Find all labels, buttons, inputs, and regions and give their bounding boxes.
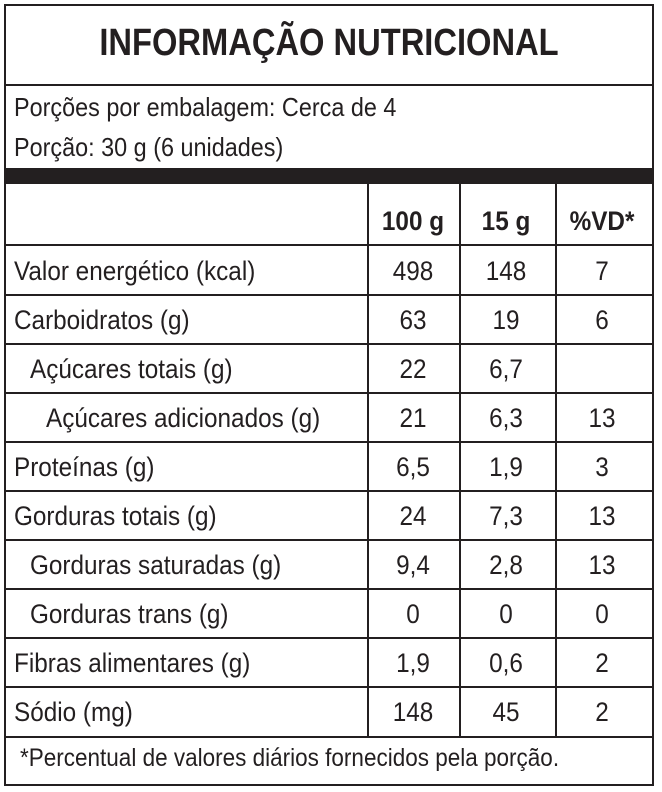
nutrient-name: Gorduras trans (g) [30, 599, 229, 629]
daily-value-percent: 2 [595, 648, 609, 678]
value-per-portion: 6,3 [489, 403, 523, 433]
daily-value-percent: 2 [595, 697, 609, 727]
column-divider [555, 184, 557, 738]
column-header-daily-value: %VD* [569, 206, 635, 236]
nutrition-facts-label: INFORMAÇÃO NUTRICIONAL Porções por embal… [4, 4, 654, 786]
value-per-100g: 22 [399, 354, 427, 384]
value-per-100g: 24 [399, 501, 427, 531]
daily-value-percent: 6 [595, 305, 609, 335]
nutrient-name: Gorduras saturadas (g) [30, 550, 282, 580]
daily-value-percent: 13 [588, 501, 616, 531]
daily-value-percent: 3 [595, 452, 609, 482]
column-header-100g: 100 g [381, 206, 445, 236]
value-per-100g: 63 [399, 305, 427, 335]
value-per-portion: 19 [492, 305, 520, 335]
value-per-portion: 1,9 [489, 452, 523, 482]
footer-divider [6, 736, 652, 738]
daily-value-percent: 0 [595, 599, 609, 629]
value-per-100g: 498 [392, 256, 434, 286]
column-divider [367, 184, 369, 738]
nutrient-name: Açúcares adicionados (g) [46, 403, 321, 433]
value-per-100g: 21 [399, 403, 427, 433]
column-header-portion: 15 g [481, 206, 531, 236]
row-divider [6, 294, 652, 296]
value-per-100g: 9,4 [396, 550, 430, 580]
daily-value-percent: 13 [588, 403, 616, 433]
title-divider [6, 84, 652, 86]
value-per-100g: 6,5 [396, 452, 430, 482]
value-per-portion: 2,8 [489, 550, 523, 580]
row-divider [6, 539, 652, 541]
value-per-portion: 0 [499, 599, 513, 629]
nutrient-name: Sódio (mg) [14, 697, 133, 727]
row-divider [6, 343, 652, 345]
value-per-portion: 45 [492, 697, 520, 727]
thick-divider [6, 168, 652, 184]
nutrient-name: Fibras alimentares (g) [14, 648, 251, 678]
value-per-100g: 148 [392, 697, 434, 727]
row-divider [6, 637, 652, 639]
value-per-portion: 7,3 [489, 501, 523, 531]
servings-per-package: Porções por embalagem: Cerca de 4 [14, 92, 397, 122]
label-title: INFORMAÇÃO NUTRICIONAL [99, 22, 559, 64]
nutrient-name: Açúcares totais (g) [30, 354, 233, 384]
value-per-portion: 6,7 [489, 354, 523, 384]
row-divider [6, 392, 652, 394]
nutrient-name: Carboidratos (g) [14, 305, 190, 335]
row-divider [6, 686, 652, 688]
nutrient-name: Valor energético (kcal) [14, 256, 256, 286]
row-divider [6, 490, 652, 492]
serving-size: Porção: 30 g (6 unidades) [14, 132, 284, 162]
daily-value-percent: 13 [588, 550, 616, 580]
value-per-100g: 0 [406, 599, 420, 629]
column-divider [459, 184, 461, 738]
daily-value-percent: 7 [595, 256, 609, 286]
value-per-portion: 148 [485, 256, 527, 286]
value-per-100g: 1,9 [396, 648, 430, 678]
footnote: *Percentual de valores diários fornecido… [20, 744, 560, 772]
row-divider [6, 441, 652, 443]
nutrient-name: Gorduras totais (g) [14, 501, 217, 531]
value-per-portion: 0,6 [489, 648, 523, 678]
nutrient-name: Proteínas (g) [14, 452, 155, 482]
row-divider [6, 588, 652, 590]
row-divider [6, 244, 652, 246]
